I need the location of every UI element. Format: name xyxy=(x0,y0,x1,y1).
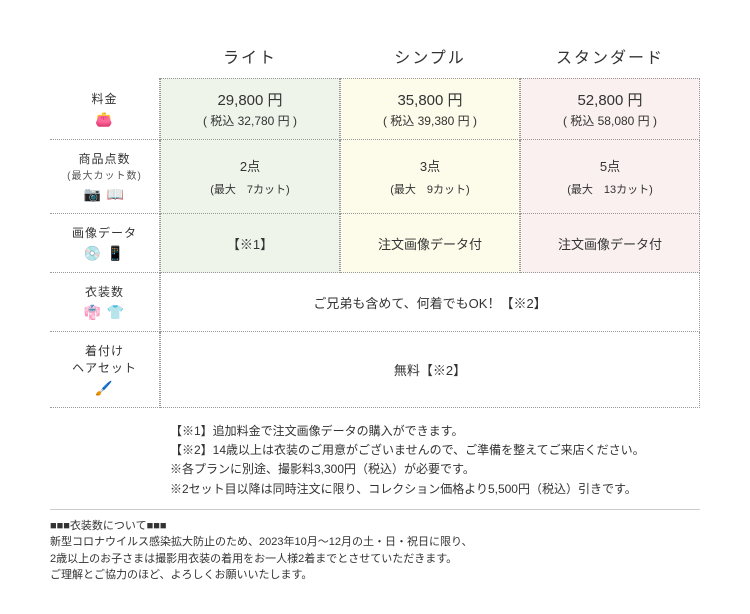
costume-all: ご兄弟も含めて、何着でもOK！【※2】 xyxy=(160,273,700,332)
price-tax: ( 税込 39,380 円 ) xyxy=(383,112,477,129)
purse-icon: 👛 xyxy=(95,111,113,128)
pricing-table: ライト シンプル スタンダード 料金 👛 29,800 円 ( 税込 32,78… xyxy=(50,30,700,408)
items-main: 3点 xyxy=(420,156,440,175)
plan-header-standard: スタンダード xyxy=(520,30,700,78)
label-text: 料金 xyxy=(91,90,117,107)
row-label-dressing: 着付け ヘアセット 🖌️ xyxy=(50,332,160,408)
camera-book-icon: 📷 📖 xyxy=(84,186,126,203)
brush-icon: 🖌️ xyxy=(95,380,113,397)
items-standard: 5点 (最大 13カット) xyxy=(520,140,700,214)
footer-title: ■■■衣装数について■■■ xyxy=(50,518,700,535)
label-text: 画像データ xyxy=(72,224,137,241)
price-standard: 52,800 円 ( 税込 58,080 円 ) xyxy=(520,78,700,140)
row-label-costume: 衣装数 👘 👕 xyxy=(50,273,160,332)
price-main: 52,800 円 xyxy=(577,89,642,110)
items-detail: (最大 9カット) xyxy=(390,181,469,197)
costume-text: ご兄弟も含めて、何着でもOK！【※2】 xyxy=(313,293,546,312)
disc-phone-icon: 💿 📱 xyxy=(84,245,126,262)
price-main: 29,800 円 xyxy=(217,89,282,110)
items-main: 2点 xyxy=(240,156,260,175)
items-simple: 3点 (最大 9カット) xyxy=(340,140,520,214)
items-main: 5点 xyxy=(600,156,620,175)
footer-notice: ■■■衣装数について■■■ 新型コロナウイルス感染拡大防止のため、2023年10… xyxy=(50,509,700,584)
label-text: 着付け ヘアセット xyxy=(72,342,137,376)
price-light: 29,800 円 ( 税込 32,780 円 ) xyxy=(160,78,340,140)
imagedata-text: 【※1】 xyxy=(227,234,273,253)
imagedata-simple: 注文画像データ付 xyxy=(340,214,520,273)
dressing-text: 無料【※2】 xyxy=(394,360,466,379)
kimono-shirt-icon: 👘 👕 xyxy=(84,304,126,321)
price-main: 35,800 円 xyxy=(397,89,462,110)
note-line: ※各プランに別途、撮影料3,300円（税込）が必要です。 xyxy=(170,460,700,479)
row-label-price: 料金 👛 xyxy=(50,78,160,140)
items-light: 2点 (最大 7カット) xyxy=(160,140,340,214)
note-line: 【※1】追加料金で注文画像データの購入ができます。 xyxy=(170,422,700,441)
price-tax: ( 税込 32,780 円 ) xyxy=(203,112,297,129)
row-label-items: 商品点数 (最大カット数) 📷 📖 xyxy=(50,140,160,214)
header-blank xyxy=(50,30,160,78)
footer-line: 2歳以上のお子さまは撮影用衣装の着用をお一人様2着までとさせていただきます。 xyxy=(50,551,700,568)
label-sub: (最大カット数) xyxy=(67,167,142,182)
dressing-all: 無料【※2】 xyxy=(160,332,700,408)
imagedata-text: 注文画像データ付 xyxy=(378,234,482,253)
row-label-imagedata: 画像データ 💿 📱 xyxy=(50,214,160,273)
price-simple: 35,800 円 ( 税込 39,380 円 ) xyxy=(340,78,520,140)
notes-block: 【※1】追加料金で注文画像データの購入ができます。 【※2】14歳以上は衣装のご… xyxy=(50,416,700,509)
footer-line: 新型コロナウイルス感染拡大防止のため、2023年10月～12月の土・日・祝日に限… xyxy=(50,534,700,551)
items-detail: (最大 7カット) xyxy=(210,181,289,197)
imagedata-text: 注文画像データ付 xyxy=(558,234,662,253)
note-line: 【※2】14歳以上は衣装のご用意がございませんので、ご準備を整えてご来店ください… xyxy=(170,441,700,460)
label-text: 商品点数 xyxy=(78,150,130,167)
price-tax: ( 税込 58,080 円 ) xyxy=(563,112,657,129)
note-line: ※2セット目以降は同時注文に限り、コレクション価格より5,500円（税込）引きで… xyxy=(170,480,700,499)
footer-line: ご理解とご協力のほど、よろしくお願いいたします。 xyxy=(50,567,700,584)
plan-header-light: ライト xyxy=(160,30,340,78)
imagedata-light: 【※1】 xyxy=(160,214,340,273)
items-detail: (最大 13カット) xyxy=(567,181,653,197)
label-text: 衣装数 xyxy=(85,283,124,300)
imagedata-standard: 注文画像データ付 xyxy=(520,214,700,273)
plan-header-simple: シンプル xyxy=(340,30,520,78)
